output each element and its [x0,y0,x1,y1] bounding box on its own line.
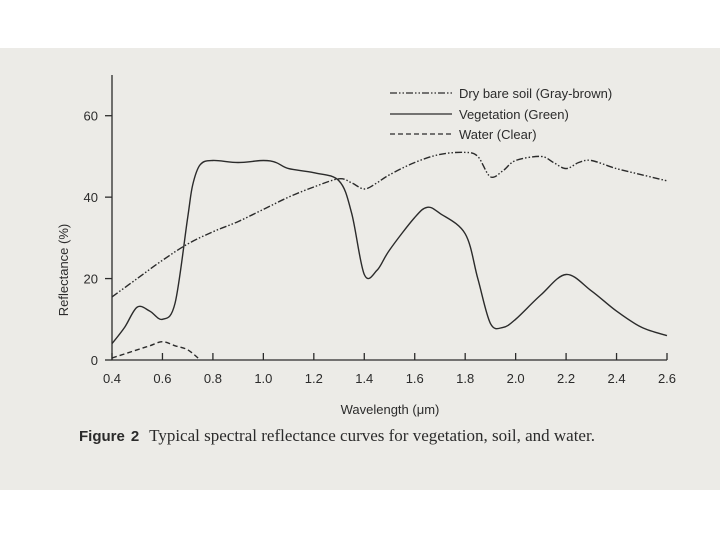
legend-label-soil: Dry bare soil (Gray-brown) [459,86,612,101]
y-tick-label: 40 [84,190,98,205]
x-tick-label: 2.2 [557,371,575,386]
legend-label-water: Water (Clear) [459,127,537,142]
series-line-vegetation [111,159,668,345]
x-tick-label: 2.6 [658,371,676,386]
y-tick-label: 0 [91,353,98,368]
x-tick-label: 1.6 [406,371,424,386]
reflectance-chart: 0.4 0.6 0.8 1.0 1.2 1.4 1.6 1.8 2.0 2.2 2.4 2.6 0 20… [56,75,676,417]
x-axis-title: Wavelength (μm) [341,402,440,417]
caption-text: Typical spectral reflectance curves for … [149,426,595,445]
figure-page: 0.4 0.6 0.8 1.0 1.2 1.4 1.6 1.8 2.0 2.2 2.4 2.6 0 20… [0,48,720,490]
figure-caption: Figure 2 Typical spectral reflectance cur… [79,426,699,446]
x-ticks: 0.4 0.6 0.8 1.0 1.2 1.4 1.6 1.8 2.0 2.2 2.4 2.6 [103,353,676,386]
legend: Dry bare soil (Gray-brown) Vegetation (G… [390,86,612,142]
series-line-dry-bare-soil [111,151,668,298]
series-lines [111,151,668,361]
y-ticks: 0 20 40 60 [84,109,112,368]
y-axis-title: Reflectance (%) [56,224,71,316]
x-tick-label: 1.4 [355,371,373,386]
caption-figure-label: Figure [79,428,125,445]
x-tick-label: 1.2 [305,371,323,386]
y-tick-label: 20 [84,272,98,287]
legend-label-vegetation: Vegetation (Green) [459,107,569,122]
caption-figure-number: 2 [130,428,140,445]
x-tick-label: 0.8 [204,371,222,386]
axes [111,75,667,361]
x-tick-label: 2.4 [608,371,626,386]
x-tick-label: 1.8 [456,371,474,386]
x-tick-label: 0.4 [103,371,121,386]
series-line-water [111,341,201,361]
y-tick-label: 60 [84,109,98,124]
x-tick-label: 2.0 [507,371,525,386]
x-tick-label: 1.0 [254,371,272,386]
x-tick-label: 0.6 [153,371,171,386]
